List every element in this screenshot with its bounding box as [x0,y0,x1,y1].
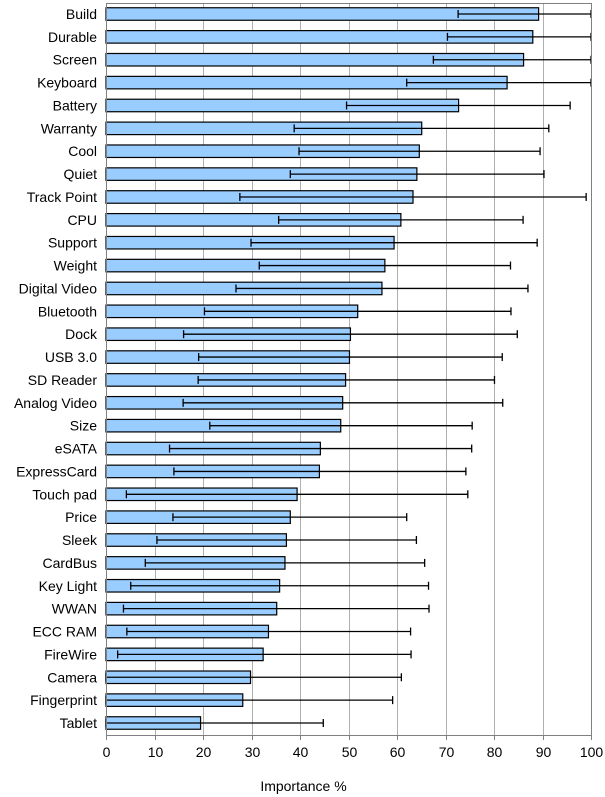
x-tick-label: 80 [487,744,503,760]
category-label: SD Reader [28,372,98,388]
category-label: Support [48,235,97,251]
bars [105,7,540,730]
category-label: FireWire [44,646,97,662]
x-tick-label: 100 [580,744,604,760]
x-axis-title: Importance % [260,778,346,794]
category-labels: Build Durable Screen Keyboard Battery Warrant… [14,6,98,731]
category-label: Price [65,509,97,525]
category-label: Digital Video [19,280,98,296]
category-label: Touch pad [32,486,97,502]
x-tick-label: 30 [245,744,261,760]
x-tick-labels: 0 10 20 30 40 50 60 70 80 90 100 [103,735,604,760]
category-label: Analog Video [14,395,97,411]
category-label: Build [66,6,97,22]
plot-area-frame [106,3,592,736]
x-tick-label: 60 [390,744,406,760]
category-label: Track Point [27,189,97,205]
category-label: ExpressCard [16,463,97,479]
category-label: Camera [47,669,97,685]
x-tick-label: 90 [536,744,552,760]
x-tick-label: 50 [342,744,358,760]
category-label: Weight [54,258,97,274]
error-bars [105,10,592,727]
category-label: Sleek [62,532,98,548]
category-label: Fingerprint [30,692,97,708]
category-label: Durable [48,29,97,45]
category-label: CardBus [43,555,97,571]
category-label: Cool [68,143,97,159]
category-label: Screen [53,52,97,68]
category-label: Key Light [39,578,97,594]
category-label: Keyboard [37,75,97,91]
category-label: WWAN [52,601,97,617]
category-label: Size [70,418,97,434]
x-tick-label: 40 [293,744,309,760]
category-label: Battery [53,97,97,113]
category-label: Dock [65,326,98,342]
x-tick-label: 70 [439,744,455,760]
x-tick-label: 10 [148,744,164,760]
category-label: USB 3.0 [45,349,97,365]
category-label: Warranty [41,120,97,136]
x-tick-label: 0 [103,744,111,760]
category-label: Quiet [64,166,98,182]
x-tick-label: 20 [196,744,212,760]
category-label: ECC RAM [32,624,97,640]
category-label: Bluetooth [38,303,97,319]
category-label: eSATA [55,441,98,457]
category-label: Tablet [60,715,97,731]
category-label: CPU [67,212,97,228]
